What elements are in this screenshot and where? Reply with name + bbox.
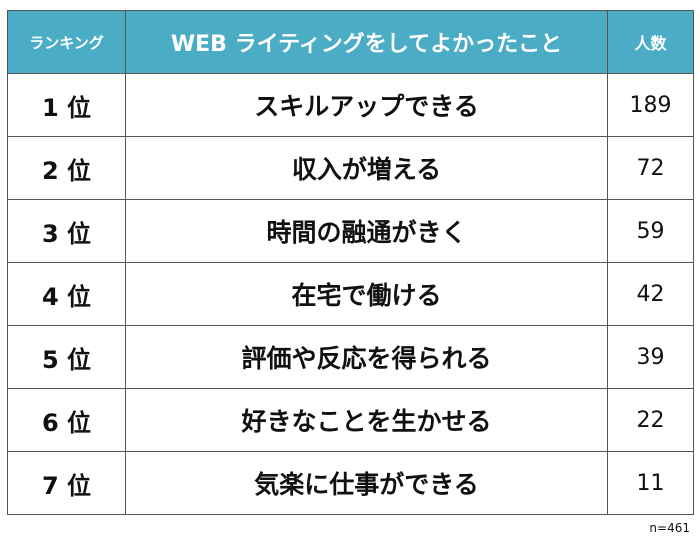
count-cell: 59 [607, 199, 694, 263]
count-cell: 72 [607, 136, 694, 200]
rank-cell: 5 位 [7, 325, 126, 389]
count-cell: 42 [607, 262, 694, 326]
item-cell: 気楽に仕事ができる [125, 451, 608, 515]
header-title: WEB ライティングをしてよかったこと [125, 10, 608, 74]
table-row: 2 位収入が増える 72 [7, 136, 694, 200]
rank-cell: 4 位 [7, 262, 126, 326]
table-row: 1 位スキルアップできる 189 [7, 73, 694, 137]
table-row: 5 位評価や反応を得られる 39 [7, 325, 694, 389]
rank-cell: 3 位 [7, 199, 126, 263]
table-row: 6 位好きなことを生かせる 22 [7, 388, 694, 452]
item-cell: スキルアップできる [125, 73, 608, 137]
item-cell: 収入が増える [125, 136, 608, 200]
header-rank: ランキング [7, 10, 126, 74]
rank-cell: 6 位 [7, 388, 126, 452]
rank-cell: 1 位 [7, 73, 126, 137]
sample-size-note: n=461 [649, 521, 690, 535]
item-cell: 評価や反応を得られる [125, 325, 608, 389]
item-cell: 好きなことを生かせる [125, 388, 608, 452]
count-cell: 11 [607, 451, 694, 515]
table-row: 7 位気楽に仕事ができる 11 [7, 451, 694, 515]
count-cell: 22 [607, 388, 694, 452]
item-cell: 時間の融通がきく [125, 199, 608, 263]
table-row: 3 位時間の融通がきく 59 [7, 199, 694, 263]
table-row: 4 位在宅で働ける 42 [7, 262, 694, 326]
header-row: ランキング WEB ライティングをしてよかったこと 人数 [7, 10, 694, 74]
rank-cell: 2 位 [7, 136, 126, 200]
rank-cell: 7 位 [7, 451, 126, 515]
count-cell: 39 [607, 325, 694, 389]
header-count: 人数 [607, 10, 694, 74]
ranking-table: ランキング WEB ライティングをしてよかったこと 人数 1 位スキルアップでき… [7, 10, 694, 515]
count-cell: 189 [607, 73, 694, 137]
item-cell: 在宅で働ける [125, 262, 608, 326]
